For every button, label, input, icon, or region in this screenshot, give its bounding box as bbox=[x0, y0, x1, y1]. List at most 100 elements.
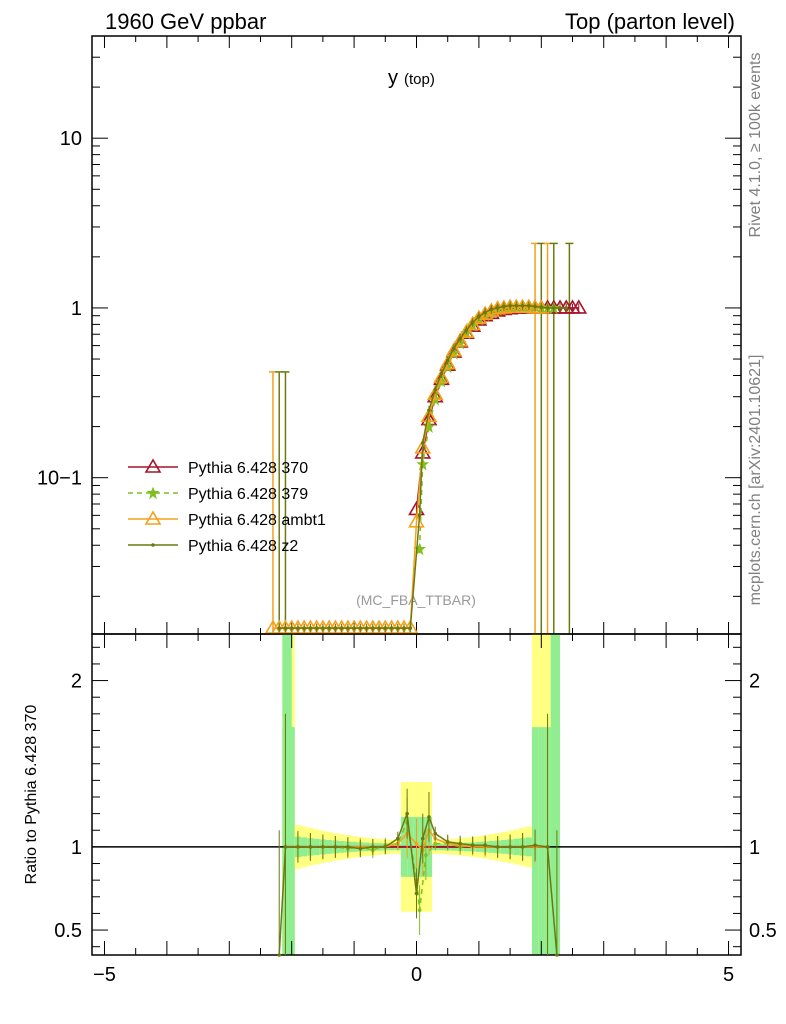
series-2 bbox=[264, 298, 550, 634]
legend-marker bbox=[146, 486, 160, 500]
data-point bbox=[445, 342, 463, 357]
data-point bbox=[545, 306, 550, 310]
plot-title-sub: (top) bbox=[404, 71, 435, 88]
data-point bbox=[339, 626, 344, 630]
data-point bbox=[514, 303, 519, 308]
data-point bbox=[402, 626, 406, 630]
data-point bbox=[333, 626, 338, 630]
ratio-y-tick-label: 2 bbox=[71, 671, 82, 693]
data-point bbox=[439, 371, 444, 376]
data-point bbox=[283, 626, 288, 630]
data-point bbox=[321, 626, 325, 630]
ratio-y-tick-label: 0.5 bbox=[54, 920, 82, 942]
ratio-y-tick-label: 1 bbox=[71, 837, 82, 859]
data-point bbox=[408, 626, 413, 630]
data-point bbox=[377, 626, 381, 630]
header-left: 1960 GeV ppbar bbox=[105, 9, 266, 34]
data-point bbox=[433, 368, 450, 384]
ratio-point bbox=[296, 845, 300, 849]
ratio-point bbox=[358, 846, 363, 851]
legend-marker bbox=[144, 510, 162, 525]
ratio-point bbox=[545, 845, 550, 849]
data-point bbox=[371, 626, 375, 630]
ratio-point bbox=[470, 843, 475, 848]
edge-band-1 bbox=[550, 634, 561, 955]
annotation: (MC_FBA_TTBAR) bbox=[356, 592, 476, 608]
data-point bbox=[358, 626, 363, 630]
series-3 bbox=[277, 301, 569, 633]
ratio-point bbox=[321, 845, 325, 849]
data-point bbox=[383, 626, 388, 630]
mcplots-label: mcplots.cern.ch [arXiv:2401.10621] bbox=[747, 355, 764, 606]
ratio-point bbox=[458, 841, 462, 846]
data-point bbox=[417, 513, 422, 518]
ratio-point bbox=[445, 840, 450, 844]
data-point bbox=[477, 314, 481, 319]
data-point bbox=[470, 320, 475, 325]
ratio-point bbox=[483, 843, 487, 848]
data-point bbox=[327, 626, 331, 630]
data-point bbox=[420, 441, 425, 445]
legend-label: Pythia 6.428 ambt1 bbox=[188, 512, 326, 529]
legend-marker bbox=[151, 543, 155, 547]
ratio-point bbox=[395, 836, 400, 841]
ratio-point bbox=[283, 845, 288, 849]
ratio-point bbox=[508, 845, 512, 849]
y-tick-label: 10 bbox=[60, 128, 82, 150]
data-point bbox=[445, 358, 450, 363]
y-tick-label: 10−1 bbox=[37, 468, 82, 490]
legend: Pythia 6.428 370 Pythia 6.428 379 Pythia 6… bbox=[128, 458, 326, 555]
ratio-point bbox=[414, 841, 419, 846]
plot-title: y bbox=[388, 67, 398, 89]
data-point bbox=[314, 626, 319, 630]
ratio-point bbox=[520, 845, 525, 849]
ratio-panel: 2 2 1 1 0.5 0.5 −5 0 5 Ratio to Pythia 6.428 370 bbox=[23, 633, 777, 986]
ratio-point bbox=[417, 908, 422, 912]
ratio-point bbox=[420, 836, 425, 841]
ratio-line bbox=[278, 813, 558, 956]
rivet-label: Rivet 4.1.0, ≥ 100k events bbox=[747, 53, 764, 238]
ratio-point bbox=[424, 853, 428, 858]
data-point bbox=[564, 306, 569, 310]
green-band-1 bbox=[288, 727, 295, 955]
data-point bbox=[296, 626, 300, 630]
data-point bbox=[413, 542, 427, 556]
x-tick-label: 0 bbox=[411, 964, 422, 986]
upper-panel: 10 1 10−1 y (top) (MC_FBA_TTBAR) Pythia 6.428 … bbox=[37, 35, 742, 635]
data-point bbox=[458, 323, 475, 338]
ratio-y-tick-label-right: 1 bbox=[749, 837, 760, 859]
legend-marker bbox=[144, 458, 162, 473]
ratio-point bbox=[414, 891, 419, 896]
ratio-point bbox=[495, 845, 500, 849]
data-point bbox=[452, 346, 456, 350]
data-point bbox=[364, 626, 369, 630]
data-point bbox=[308, 626, 313, 630]
data-point bbox=[520, 303, 525, 308]
legend-label: Pythia 6.428 z2 bbox=[188, 538, 298, 555]
series-line bbox=[418, 305, 554, 550]
data-point bbox=[426, 385, 444, 401]
data-point bbox=[527, 303, 531, 308]
data-point bbox=[451, 332, 469, 347]
ratio-point bbox=[405, 811, 409, 816]
edge-band-0 bbox=[282, 634, 292, 955]
ratio-point bbox=[533, 843, 537, 848]
series-0 bbox=[408, 299, 588, 516]
ratio-point bbox=[555, 953, 559, 957]
data-point bbox=[483, 310, 487, 315]
data-point bbox=[416, 457, 430, 471]
series-line bbox=[273, 306, 542, 629]
ratio-y-tick-label-right: 2 bbox=[749, 671, 760, 693]
ratio-y-label: Ratio to Pythia 6.428 370 bbox=[23, 705, 40, 885]
ratio-point bbox=[308, 845, 313, 849]
x-tick-label: 5 bbox=[723, 964, 734, 986]
ratio-series-2 bbox=[277, 713, 559, 957]
ratio-point bbox=[371, 845, 375, 849]
ratio-point bbox=[383, 845, 388, 849]
data-point bbox=[470, 309, 488, 325]
data-point bbox=[482, 302, 500, 317]
data-point bbox=[458, 336, 462, 341]
data-point bbox=[422, 420, 436, 433]
data-point bbox=[302, 626, 306, 630]
